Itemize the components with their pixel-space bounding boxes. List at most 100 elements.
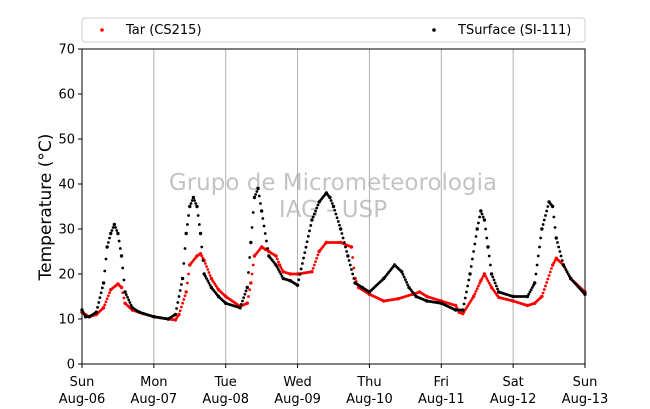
data-point-interp	[338, 223, 341, 227]
data-point	[94, 310, 99, 314]
data-point-interp	[314, 209, 317, 213]
data-point-interp	[316, 203, 320, 207]
data-point	[256, 186, 260, 191]
data-point	[461, 308, 465, 312]
data-point	[540, 294, 544, 299]
data-point-interp	[129, 303, 133, 307]
data-point-interp	[100, 286, 104, 290]
data-point-interp	[244, 289, 248, 293]
data-point	[198, 231, 203, 236]
data-point-interp	[406, 283, 410, 287]
data-point-interp	[206, 279, 210, 283]
data-point-interp	[250, 226, 254, 229]
data-point-interp	[241, 299, 244, 303]
data-point-interp	[480, 277, 484, 280]
data-point-interp	[315, 206, 319, 210]
data-point	[561, 263, 566, 267]
data-point-interp	[183, 294, 187, 298]
data-point	[331, 204, 336, 209]
data-point-interp	[103, 269, 107, 273]
data-point-interp	[463, 296, 467, 300]
data-point-interp	[477, 221, 480, 225]
y-axis-ticks: 0 10 20 30 40 50 60 70	[58, 43, 82, 373]
data-point-interp	[466, 284, 470, 288]
data-point-interp	[351, 272, 355, 276]
data-point-interp	[542, 288, 546, 291]
data-point-interp	[481, 215, 485, 219]
data-point-interp	[487, 281, 491, 285]
data-point-interp	[333, 208, 337, 212]
data-point	[177, 312, 181, 317]
data-point	[119, 285, 124, 290]
data-point-interp	[484, 274, 487, 278]
data-point-interp	[527, 292, 531, 296]
data-point-interp	[467, 278, 471, 282]
legend-marker-tar	[100, 28, 104, 32]
data-point-interp	[185, 281, 189, 285]
data-point	[180, 276, 185, 281]
data-point-interp	[200, 254, 204, 258]
data-point-interp	[552, 215, 556, 219]
data-point-interp	[298, 272, 302, 276]
data-point-interp	[200, 245, 204, 249]
data-point-interp	[178, 309, 182, 313]
data-point-interp	[548, 270, 552, 274]
data-point-interp	[306, 234, 310, 238]
data-point-interp	[311, 266, 315, 270]
data-point-interp	[205, 277, 208, 280]
x-tick-date: Aug-08	[202, 392, 249, 407]
data-point-interp	[115, 229, 119, 232]
data-point-interp	[243, 292, 247, 296]
data-point-interp	[335, 216, 339, 220]
data-point	[173, 312, 178, 317]
data-point-interp	[541, 291, 545, 295]
watermark: Grupo de Micrometeorologia IAG - USP	[169, 170, 497, 223]
data-point-interp	[203, 262, 207, 265]
data-point-interp	[98, 296, 102, 300]
data-point-interp	[189, 202, 193, 205]
data-point-interp	[176, 301, 180, 304]
data-point-interp	[104, 300, 108, 304]
data-point	[245, 301, 249, 305]
data-point-interp	[316, 253, 320, 257]
y-tick-label: 10	[58, 313, 75, 328]
data-point-interp	[121, 266, 125, 270]
data-point-interp	[535, 263, 539, 267]
data-point-interp	[205, 265, 208, 268]
data-point-interp	[312, 212, 316, 216]
data-point-interp	[117, 239, 121, 243]
data-point-interp	[402, 275, 406, 279]
data-point-interp	[127, 298, 131, 302]
data-point-interp	[485, 277, 489, 280]
y-tick-label: 50	[58, 133, 75, 148]
data-point-interp	[182, 298, 186, 301]
x-tick-date: Aug-11	[418, 392, 465, 407]
data-point-interp	[401, 272, 405, 276]
data-point-interp	[474, 289, 478, 293]
data-point-interp	[122, 296, 126, 300]
data-point-interp	[259, 202, 262, 205]
data-point-interp	[469, 265, 473, 268]
x-tick-day: Wed	[283, 375, 311, 390]
data-point	[346, 254, 350, 258]
data-point-interp	[308, 229, 311, 233]
data-point	[310, 270, 314, 274]
data-point-interp	[528, 290, 532, 294]
data-point-interp	[206, 268, 210, 271]
y-axis-label: Temperature (°C)	[36, 134, 56, 282]
data-point-interp	[486, 279, 490, 283]
data-point	[249, 281, 253, 285]
data-point-interp	[553, 226, 557, 229]
x-tick-day: Thu	[356, 375, 381, 390]
data-point-interp	[300, 262, 304, 265]
data-point	[112, 222, 117, 227]
data-point-interp	[559, 254, 563, 258]
data-point-interp	[480, 212, 484, 216]
data-point	[238, 306, 242, 310]
data-point-interp	[180, 305, 183, 309]
data-point	[475, 227, 479, 231]
data-point-interp	[180, 283, 183, 286]
data-point	[198, 252, 203, 256]
legend-marker-tsurface	[432, 28, 436, 32]
data-point-interp	[265, 239, 268, 243]
